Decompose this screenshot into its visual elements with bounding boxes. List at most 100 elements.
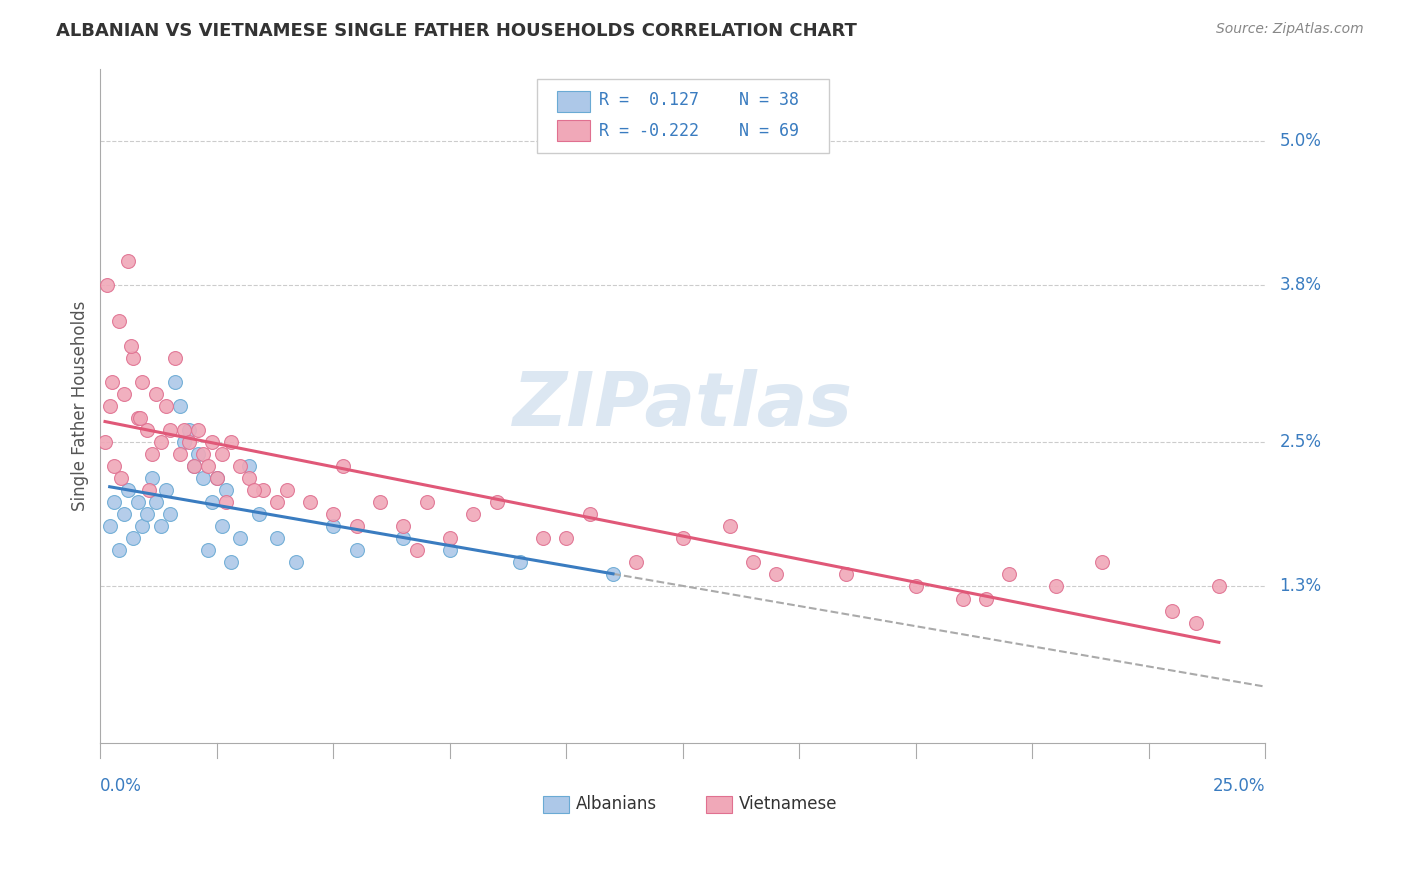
Point [322,519,344,533]
Point [187,447,209,461]
Point [392,519,415,533]
FancyBboxPatch shape [557,120,589,141]
Point [602,567,624,582]
Point [112,507,135,521]
Point [952,591,974,606]
Text: R = -0.222    N = 69: R = -0.222 N = 69 [599,121,799,139]
Point [229,458,252,473]
Point [509,555,531,569]
Point [555,531,578,545]
Point [131,519,153,533]
Text: ALBANIAN VS VIETNAMESE SINGLE FATHER HOUSEHOLDS CORRELATION CHART: ALBANIAN VS VIETNAMESE SINGLE FATHER HOU… [56,22,858,40]
Text: Vietnamese: Vietnamese [738,796,838,814]
Point [247,507,270,521]
Point [141,471,163,485]
Point [169,399,191,413]
Point [276,483,298,497]
Point [229,531,252,545]
Point [392,531,415,545]
Point [108,314,131,328]
Point [173,434,195,449]
Point [904,579,927,593]
Point [96,278,118,293]
Point [252,483,274,497]
Point [127,410,149,425]
Point [299,495,322,509]
Point [219,434,242,449]
Point [201,434,224,449]
Point [215,483,238,497]
Point [974,591,997,606]
Point [131,375,153,389]
Point [243,483,266,497]
Point [211,519,233,533]
Point [117,483,139,497]
Point [718,519,741,533]
Point [94,434,117,449]
Text: 3.8%: 3.8% [1279,277,1322,294]
Point [368,495,391,509]
Text: 2.5%: 2.5% [1279,433,1322,451]
Point [145,495,167,509]
Point [173,423,195,437]
Point [191,471,214,485]
Point [1161,603,1184,617]
Point [765,567,787,582]
Point [197,458,219,473]
Point [138,483,160,497]
Point [197,543,219,558]
Point [103,495,125,509]
Point [149,434,172,449]
Point [485,495,508,509]
Point [141,447,163,461]
Point [741,555,763,569]
Point [835,567,858,582]
FancyBboxPatch shape [537,78,828,153]
Point [183,458,205,473]
Point [177,434,200,449]
Point [98,519,121,533]
Point [122,351,145,365]
Point [177,423,200,437]
Point [155,483,177,497]
Point [136,423,159,437]
Point [127,495,149,509]
Point [332,458,354,473]
Text: ZIPatlas: ZIPatlas [513,369,853,442]
Point [120,338,142,352]
Point [578,507,600,521]
Point [145,386,167,401]
Point [211,447,233,461]
Point [136,507,159,521]
Point [238,471,260,485]
Point [159,423,181,437]
Point [129,410,152,425]
FancyBboxPatch shape [543,796,569,814]
Text: 0.0%: 0.0% [100,777,142,795]
Point [439,543,461,558]
Text: 5.0%: 5.0% [1279,132,1322,150]
Point [672,531,695,545]
Point [159,507,181,521]
Point [215,495,238,509]
Point [346,543,368,558]
Point [187,423,209,437]
Point [285,555,308,569]
Point [149,519,172,533]
Text: R =  0.127    N = 38: R = 0.127 N = 38 [599,91,799,109]
FancyBboxPatch shape [557,91,589,112]
Point [415,495,437,509]
FancyBboxPatch shape [706,796,733,814]
Text: 1.3%: 1.3% [1279,577,1322,596]
Point [219,555,242,569]
Point [112,386,135,401]
Point [626,555,648,569]
Point [205,471,228,485]
Point [191,447,214,461]
Point [163,351,186,365]
Point [122,531,145,545]
Point [103,458,125,473]
Text: Source: ZipAtlas.com: Source: ZipAtlas.com [1216,22,1364,37]
Point [155,399,177,413]
Point [169,447,191,461]
